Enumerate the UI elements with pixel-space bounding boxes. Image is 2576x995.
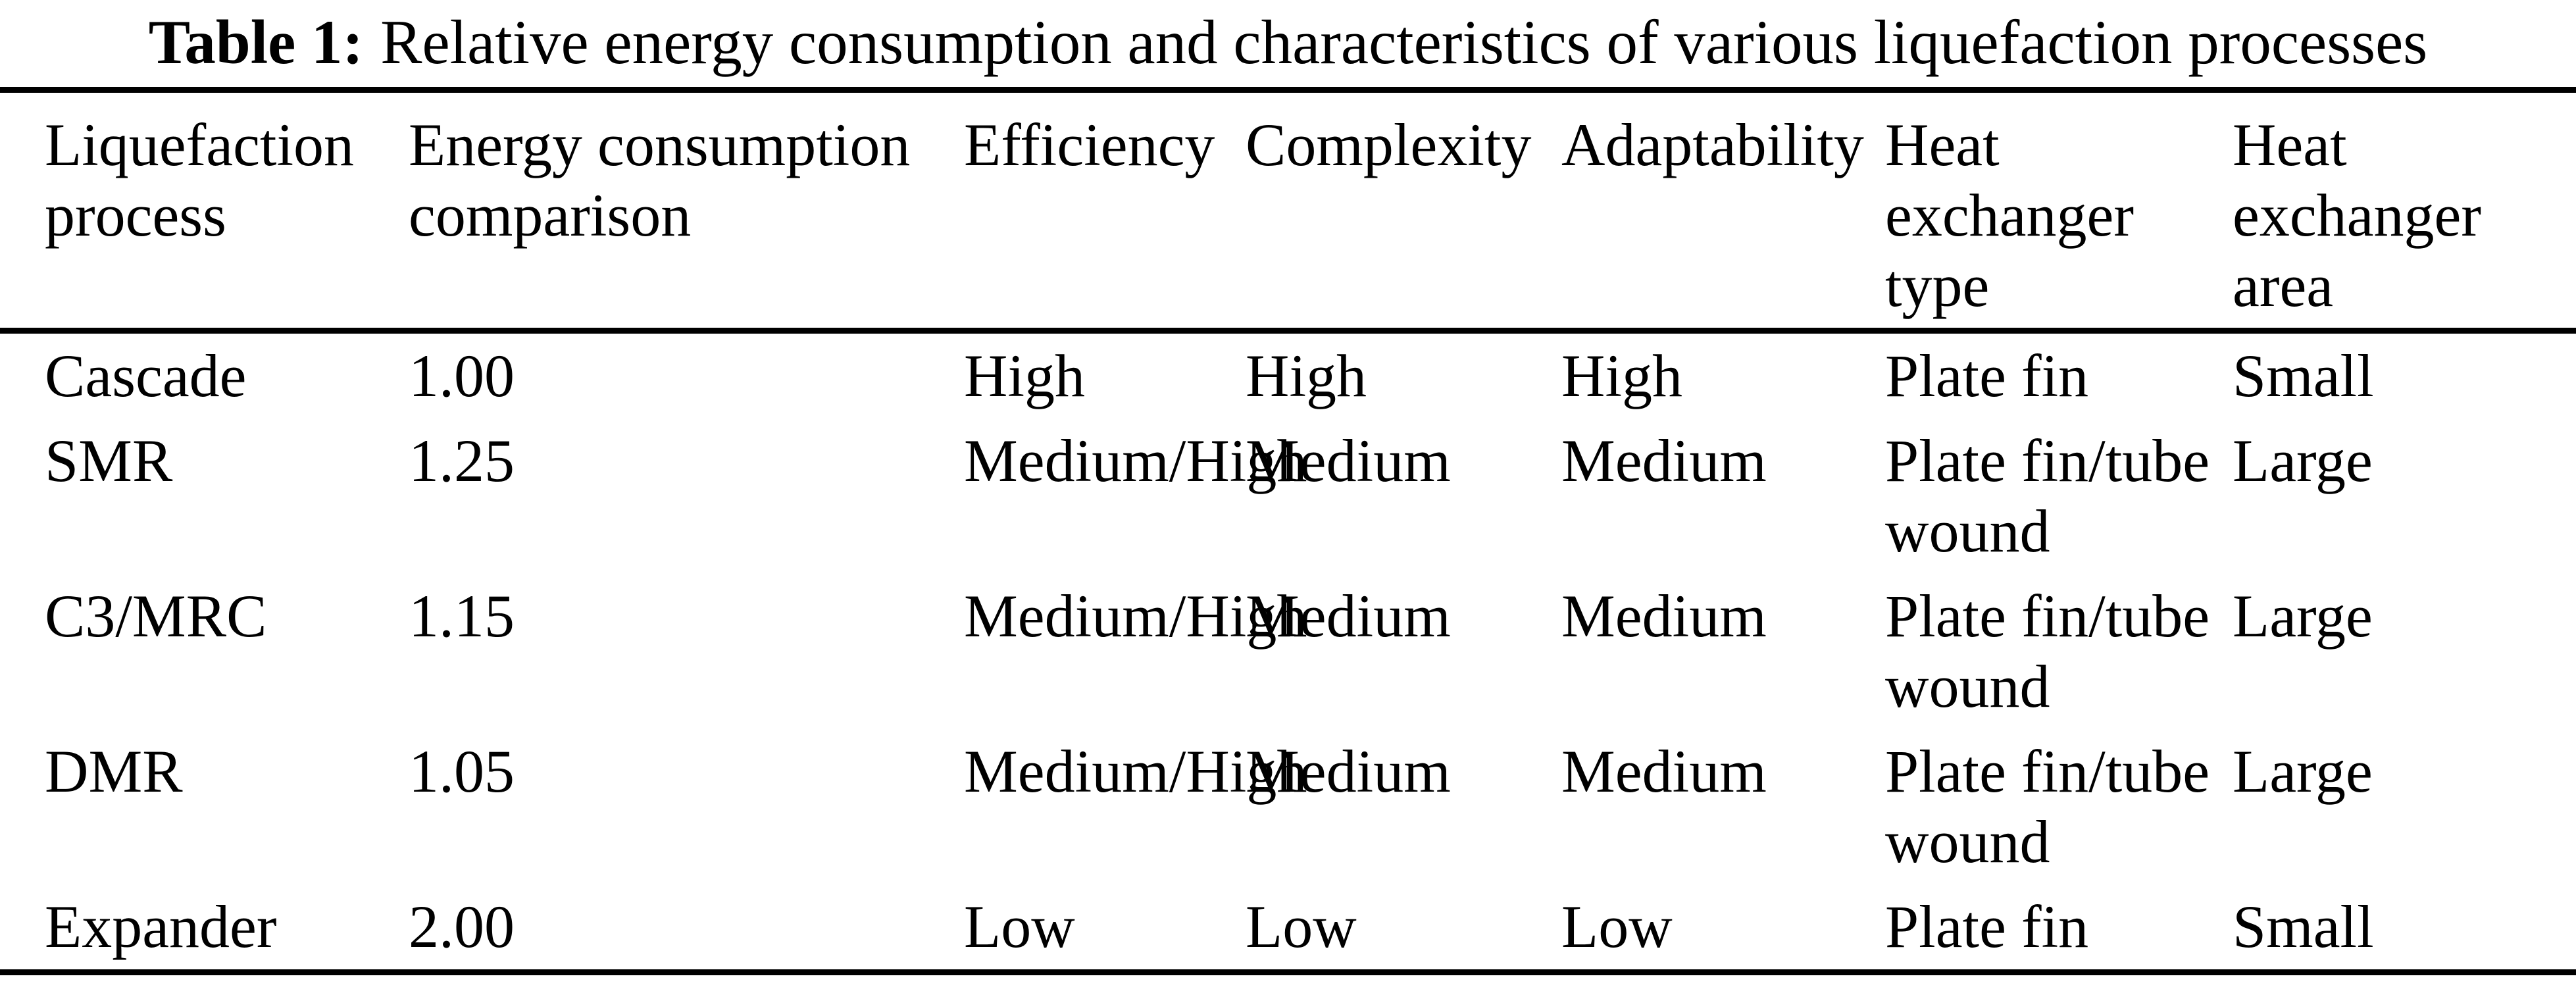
cell-efficiency: Low bbox=[964, 893, 1075, 961]
cell-heat-exchanger-type: Plate fin bbox=[1885, 342, 2089, 410]
column-header-heat-exchanger-area: Heat exchanger area bbox=[2233, 89, 2576, 334]
column-header-adaptability: Adaptability bbox=[1561, 89, 1885, 334]
cell-efficiency: Medium/High bbox=[964, 738, 1307, 805]
column-header-heat-exchanger-type: Heat exchanger type bbox=[1885, 89, 2233, 334]
caption-text: Relative energy consumption and characte… bbox=[380, 7, 2428, 77]
cell-adaptability: Low bbox=[1561, 893, 1673, 961]
cell-heat-exchanger-area: Large bbox=[2233, 738, 2373, 805]
cell-complexity: Medium bbox=[1246, 738, 1451, 805]
cell-heat-exchanger-area: Small bbox=[2233, 342, 2374, 410]
table-row: Expander 2.00 Low Low Low Plate fin Smal… bbox=[0, 884, 2576, 973]
cell-energy-consumption-comparison: 1.15 bbox=[409, 582, 515, 650]
cell-complexity: High bbox=[1246, 342, 1367, 410]
cell-complexity: Medium bbox=[1246, 582, 1451, 650]
cell-heat-exchanger-type: Plate fin/tube wound bbox=[1885, 738, 2210, 876]
cell-efficiency: Medium/High bbox=[964, 427, 1307, 495]
column-header-complexity: Complexity bbox=[1246, 89, 1561, 334]
cell-heat-exchanger-area: Large bbox=[2233, 427, 2373, 495]
cell-adaptability: High bbox=[1561, 342, 1682, 410]
column-header-energy-consumption-comparison: Energy consumption comparison bbox=[409, 89, 964, 334]
cell-heat-exchanger-area: Large bbox=[2233, 582, 2373, 650]
header-row: Liquefaction process Energy consumption … bbox=[0, 89, 2576, 334]
cell-heat-exchanger-type: Plate fin/tube wound bbox=[1885, 582, 2210, 721]
cell-heat-exchanger-type: Plate fin/tube wound bbox=[1885, 427, 2210, 565]
cell-heat-exchanger-type: Plate fin bbox=[1885, 893, 2089, 961]
cell-efficiency: Medium/High bbox=[964, 582, 1307, 650]
cell-process: Expander bbox=[45, 893, 277, 961]
table-body: Cascade 1.00 High High High Plate fin Sm… bbox=[0, 331, 2576, 973]
column-header-liquefaction-process: Liquefaction process bbox=[0, 89, 409, 334]
caption-label: Table 1: bbox=[148, 7, 364, 77]
cell-efficiency: High bbox=[964, 342, 1085, 410]
page: { "page": { "background_color": "#ffffff… bbox=[0, 5, 2576, 995]
liquefaction-processes-table: Liquefaction process Energy consumption … bbox=[0, 87, 2576, 976]
cell-energy-consumption-comparison: 1.00 bbox=[409, 342, 515, 410]
cell-adaptability: Medium bbox=[1561, 738, 1767, 805]
cell-adaptability: Medium bbox=[1561, 582, 1767, 650]
cell-process: Cascade bbox=[45, 342, 247, 410]
table-row: SMR 1.25 Medium/High Medium Medium Plate… bbox=[0, 419, 2576, 574]
cell-complexity: Low bbox=[1246, 893, 1357, 961]
cell-energy-consumption-comparison: 1.25 bbox=[409, 427, 515, 495]
table-row: DMR 1.05 Medium/High Medium Medium Plate… bbox=[0, 729, 2576, 884]
cell-heat-exchanger-area: Small bbox=[2233, 893, 2374, 961]
cell-process: SMR bbox=[45, 427, 173, 495]
table-row: C3/MRC 1.15 Medium/High Medium Medium Pl… bbox=[0, 574, 2576, 729]
cell-process: C3/MRC bbox=[45, 582, 267, 650]
column-header-efficiency: Efficiency bbox=[964, 89, 1246, 334]
table-header: Liquefaction process Energy consumption … bbox=[0, 89, 2576, 334]
table-row: Cascade 1.00 High High High Plate fin Sm… bbox=[0, 331, 2576, 419]
table-caption: Table 1: Relative energy consumption and … bbox=[0, 5, 2576, 79]
cell-energy-consumption-comparison: 2.00 bbox=[409, 893, 515, 961]
cell-adaptability: Medium bbox=[1561, 427, 1767, 495]
cell-complexity: Medium bbox=[1246, 427, 1451, 495]
cell-process: DMR bbox=[45, 738, 183, 805]
cell-energy-consumption-comparison: 1.05 bbox=[409, 738, 515, 805]
